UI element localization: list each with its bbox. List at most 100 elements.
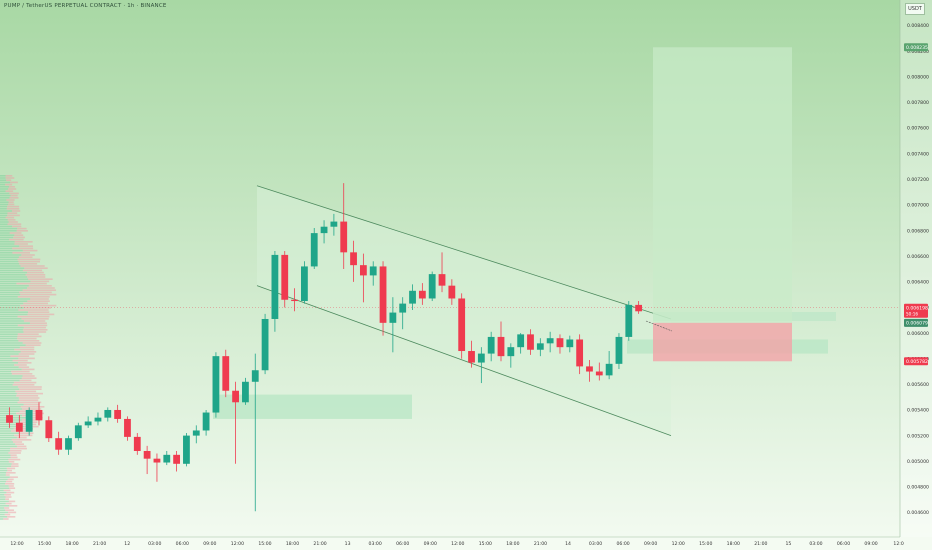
volume-profile-bar (11, 195, 18, 197)
currency-unit-button[interactable]: USDT (905, 3, 925, 15)
volume-profile-bar (0, 388, 19, 390)
volume-profile-bar (13, 360, 28, 362)
volume-profile-bar (26, 274, 46, 276)
volume-profile-bar (0, 516, 7, 518)
candle-body (576, 339, 583, 366)
volume-profile-bar (18, 325, 47, 327)
volume-profile-bar (0, 336, 17, 338)
volume-profile-bar (0, 314, 28, 316)
volume-profile-bar (6, 474, 10, 476)
entry-price-tag: 0.006079 (906, 321, 928, 327)
candle-body (419, 291, 426, 299)
volume-profile-bar (0, 364, 14, 366)
volume-profile-bar (0, 219, 8, 221)
volume-profile-bar (0, 507, 4, 509)
candle-body (557, 338, 564, 347)
volume-profile-bar (0, 457, 11, 459)
volume-profile-bar (0, 177, 6, 179)
volume-profile-bar (0, 309, 18, 311)
volume-profile-bar (0, 375, 23, 377)
volume-profile-bar (0, 351, 21, 353)
volume-profile-bar (0, 512, 8, 514)
volume-profile-bar (0, 479, 8, 481)
x-tick-label: 12 (124, 541, 130, 547)
volume-profile-bar (8, 219, 16, 221)
y-tick-label: 0.006400 (907, 280, 929, 286)
candle-body (183, 436, 190, 464)
volume-profile-bar (0, 305, 20, 307)
volume-profile-bar (5, 509, 14, 511)
volume-profile-bar (14, 364, 27, 366)
x-tick-label: 21:00 (93, 541, 106, 547)
x-tick-label: 03:00 (148, 541, 161, 547)
x-tick-label: 03:00 (369, 541, 382, 547)
volume-profile-bar (4, 507, 9, 509)
volume-profile-bar (0, 186, 9, 188)
volume-profile-bar (0, 212, 8, 214)
volume-profile-bar (14, 382, 36, 384)
candle-body (330, 222, 337, 227)
volume-profile-bar (28, 314, 55, 316)
candle-body (586, 366, 593, 371)
volume-profile-bar (16, 395, 38, 397)
candle-body (55, 438, 62, 450)
candle-body (409, 291, 416, 304)
volume-profile-bar (10, 450, 22, 452)
volume-profile-bar (12, 210, 20, 212)
x-tick-label: 15:00 (479, 541, 492, 547)
volume-profile-bar (0, 474, 6, 476)
y-axis: 0.0046000.0048000.0050000.0052000.005400… (900, 0, 932, 550)
volume-profile-bar (14, 234, 23, 236)
volume-profile-bar (21, 318, 48, 320)
volume-profile-bar (0, 496, 6, 498)
volume-profile-bar (11, 454, 17, 456)
volume-profile-bar (0, 358, 18, 360)
x-tick-label: 21:00 (534, 541, 547, 547)
x-axis: 12:00 15:00 18:00 21:00 12 03:00 06:00 09:00 12:… (0, 537, 932, 550)
y-tick-label: 0.006000 (907, 331, 929, 337)
stop-price-tag: 0.005782 (906, 359, 928, 365)
candle-body (193, 430, 200, 435)
candle-body (65, 438, 72, 450)
volume-profile-bar (0, 402, 18, 404)
volume-profile-bar (9, 186, 15, 188)
volume-profile-bar (9, 193, 18, 195)
candle-body (262, 319, 269, 370)
candle-body (242, 382, 249, 403)
x-tick-label: 18:00 (506, 541, 519, 547)
candle-body (380, 266, 387, 322)
volume-profile-bar (0, 468, 7, 470)
candle-body (252, 370, 259, 382)
volume-profile-bar (10, 355, 29, 357)
volume-profile-bar (21, 406, 45, 408)
candle-body (596, 372, 603, 376)
volume-profile-bar (19, 397, 40, 399)
volume-profile-bar (0, 289, 23, 291)
y-tick-label: 0.005200 (907, 433, 929, 439)
volume-profile-bar (0, 461, 9, 463)
candle-body (144, 451, 151, 459)
volume-profile-bar (18, 296, 50, 298)
volume-profile-bar (0, 248, 12, 250)
volume-profile-bar (19, 256, 33, 258)
x-tick-label: 18:00 (286, 541, 299, 547)
volume-profile-bar (0, 210, 12, 212)
volume-profile-bar (0, 340, 18, 342)
volume-profile-bar (0, 226, 12, 228)
volume-profile-bar (0, 287, 27, 289)
candle-body (104, 410, 111, 418)
volume-profile-bar (0, 369, 22, 371)
candle-body (625, 305, 632, 337)
volume-profile-bar (0, 470, 7, 472)
volume-profile-bar (0, 331, 24, 333)
volume-profile-bar (12, 248, 33, 250)
candle-body (124, 419, 131, 437)
last-price-tag: 0.006198 (906, 305, 928, 311)
volume-profile-bar (6, 503, 12, 505)
volume-profile-bar (30, 298, 49, 300)
x-axis-panel (0, 537, 932, 550)
candle-body (350, 252, 357, 265)
volume-profile-bar (0, 327, 24, 329)
volume-profile-bar (0, 254, 21, 256)
y-tick-label: 0.004800 (907, 485, 929, 491)
